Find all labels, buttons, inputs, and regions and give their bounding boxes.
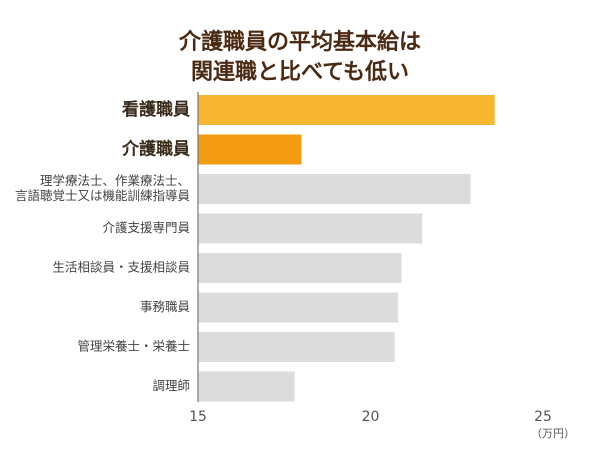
x-tick-label-1: 20: [362, 409, 380, 425]
bar-5: [198, 292, 399, 323]
bar-6: [198, 332, 395, 362]
category-label-7: 調理師: [152, 378, 190, 393]
bar-1: [198, 134, 302, 165]
category-label-1: 介護職員: [121, 139, 190, 160]
chart-title: 介護職員の平均基本給は 関連職と比べても低い: [0, 28, 600, 88]
category-label-5: 事務職員: [140, 299, 191, 314]
chart-title-line-1: 介護職員の平均基本給は: [178, 30, 421, 55]
category-label-6: 管理栄養士・栄養士: [77, 339, 190, 354]
category-label-3: 介護支援専門員: [102, 220, 190, 235]
bar-3: [198, 213, 423, 244]
x-tick-label-0: 15: [189, 409, 207, 425]
category-label-2-1: 言語聴覚士又は機能訓練指導員: [15, 188, 191, 203]
chart-title-line-2: 関連職と比べても低い: [190, 60, 410, 85]
x-unit-label: （万円）: [531, 427, 575, 440]
bar-4: [198, 253, 402, 283]
category-label-0: 看護職員: [121, 99, 190, 120]
bar-0: [198, 95, 495, 125]
category-label-2-0: 理学療法士、作業療法士、: [40, 173, 190, 188]
bar-7: [198, 371, 295, 402]
category-label-4: 生活相談員・支援相談員: [52, 260, 190, 275]
x-tick-label-2: 25: [534, 409, 552, 425]
bar-2: [198, 174, 471, 204]
